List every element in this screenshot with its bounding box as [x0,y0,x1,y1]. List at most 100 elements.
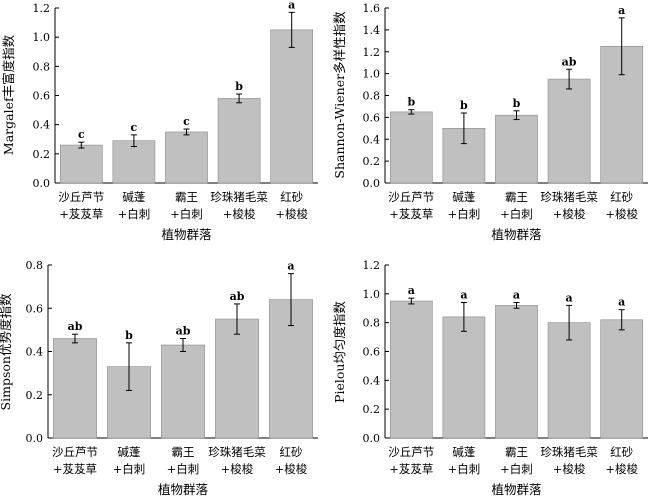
y-tick-label: 0.0 [363,177,381,190]
x-tick-label: +梭梭 [275,462,308,476]
significance-label: c [131,121,138,134]
x-tick-label: 珍珠猪毛菜 [210,190,268,204]
x-tick-label: +梭梭 [553,462,586,476]
significance-label: a [618,296,625,309]
x-tick-label: 霸王 [505,445,528,459]
significance-label: c [183,115,190,128]
x-tick-label: +白刺 [500,207,533,221]
x-tick-label: 霸王 [175,190,198,204]
bar [165,131,208,184]
x-axis-label: 植物群落 [161,227,212,242]
significance-label: a [287,260,294,273]
x-tick-label: +芨芨草 [59,207,103,221]
bar [217,98,261,184]
chart-panel-4: 0.0 0.2 0.4 0.6 0.8 1.0 1.2 a 沙丘芦节 +芨芨草 a 碱蓬 +白刺 a 霸王 +… [332,259,648,497]
bar [600,319,644,439]
significance-label: a [288,0,295,11]
y-tick-label: 0.2 [33,148,51,161]
significance-label: ab [176,325,191,338]
x-tick-label: +梭梭 [553,207,586,221]
x-tick-label: +芨芨草 [53,462,97,476]
y-tick-label: 0.8 [33,60,51,73]
y-tick-label: 0.4 [33,119,51,132]
x-tick-label: 珍珠猪毛菜 [208,445,266,459]
y-tick-label: 0.8 [363,317,381,330]
y-tick-label: 1.4 [363,24,381,37]
y-tick-label: 0.2 [363,403,381,416]
significance-label: ab [68,320,83,333]
x-tick-label: 珍珠猪毛菜 [540,445,598,459]
x-tick-label: 碱蓬 [118,445,141,459]
chart-panel-3: 0.0 0.2 0.4 0.6 0.8 ab 沙丘芦节 +芨芨草 b 碱蓬 +白刺 ab 霸王 +白刺 ab… [0,259,318,497]
bar [389,111,433,184]
x-tick-label: 红砂 [610,445,633,459]
y-tick-label: 0.4 [363,133,381,146]
bar [442,316,486,439]
chart-panel-2: 0.0 0.2 0.4 0.6 0.8 1.0 1.2 1.4 1.6 b 沙丘芦节 +芨芨草 b 碱蓬 +… [332,2,648,242]
x-tick-label: 碱蓬 [452,445,475,459]
y-tick-label: 1.0 [363,68,381,81]
x-tick-label: +梭梭 [223,207,256,221]
x-tick-label: 红砂 [280,445,303,459]
x-axis-label: 植物群落 [158,482,209,497]
bar [161,344,205,439]
x-tick-label: +白刺 [118,207,151,221]
significance-label: b [125,329,133,342]
bar [215,318,259,439]
x-tick-label: +白刺 [167,462,200,476]
x-tick-label: +芨芨草 [389,207,433,221]
y-tick-label: 0.6 [363,346,381,359]
y-tick-label: 1.6 [363,2,381,15]
chart-panel-1: 0.0 0.2 0.4 0.6 0.8 1.0 1.2 c 沙丘芦节 +芨芨草 c 碱蓬 +白刺 c 霸王 +… [1,0,318,242]
x-tick-label: +梭梭 [221,462,254,476]
significance-label: a [513,288,520,301]
x-tick-label: +白刺 [448,462,481,476]
significance-label: ab [562,55,577,68]
x-tick-label: 碱蓬 [452,190,475,204]
bar [389,300,433,439]
significance-label: b [235,80,243,93]
bar [59,144,103,184]
bar [495,114,538,184]
x-tick-label: 红砂 [610,190,633,204]
x-axis-label: 植物群落 [491,227,542,242]
y-axis-label: Shannon-Wiener多样性指数 [332,11,347,179]
x-axis-label: 植物群落 [491,482,542,497]
x-tick-label: 红砂 [280,190,303,204]
y-tick-label: 0.0 [363,432,381,445]
x-tick-label: +梭梭 [275,207,308,221]
y-tick-label: 1.2 [363,259,381,272]
y-tick-label: 0.6 [363,111,381,124]
significance-label: a [618,4,625,17]
significance-label: a [460,288,467,301]
bar [53,338,97,439]
x-tick-label: +白刺 [113,462,146,476]
x-tick-label: 沙丘芦节 [58,190,104,204]
x-tick-label: 沙丘芦节 [388,190,434,204]
bar [547,78,591,184]
x-tick-label: 碱蓬 [122,190,145,204]
x-tick-label: +白刺 [170,207,203,221]
significance-label: c [78,128,85,141]
y-tick-label: 0.0 [33,177,51,190]
x-tick-label: 沙丘芦节 [388,445,434,459]
significance-label: a [566,291,573,304]
x-tick-label: +梭梭 [605,207,638,221]
y-tick-label: 0.6 [33,90,51,103]
significance-label: b [407,96,415,109]
bar [547,322,591,439]
y-tick-label: 1.2 [33,2,51,15]
significance-label: b [460,99,468,112]
y-tick-label: 1.0 [33,31,51,44]
y-tick-label: 0.6 [26,302,44,315]
significance-label: ab [230,290,245,303]
y-axis-label: Margalef丰富度指数 [1,34,16,155]
bar [270,29,314,184]
bar [112,140,156,184]
x-tick-label: +梭梭 [605,462,638,476]
x-tick-label: 沙丘芦节 [52,445,98,459]
x-tick-label: +芨芨草 [389,462,433,476]
x-tick-label: +白刺 [448,207,481,221]
y-tick-label: 0.2 [363,155,381,168]
